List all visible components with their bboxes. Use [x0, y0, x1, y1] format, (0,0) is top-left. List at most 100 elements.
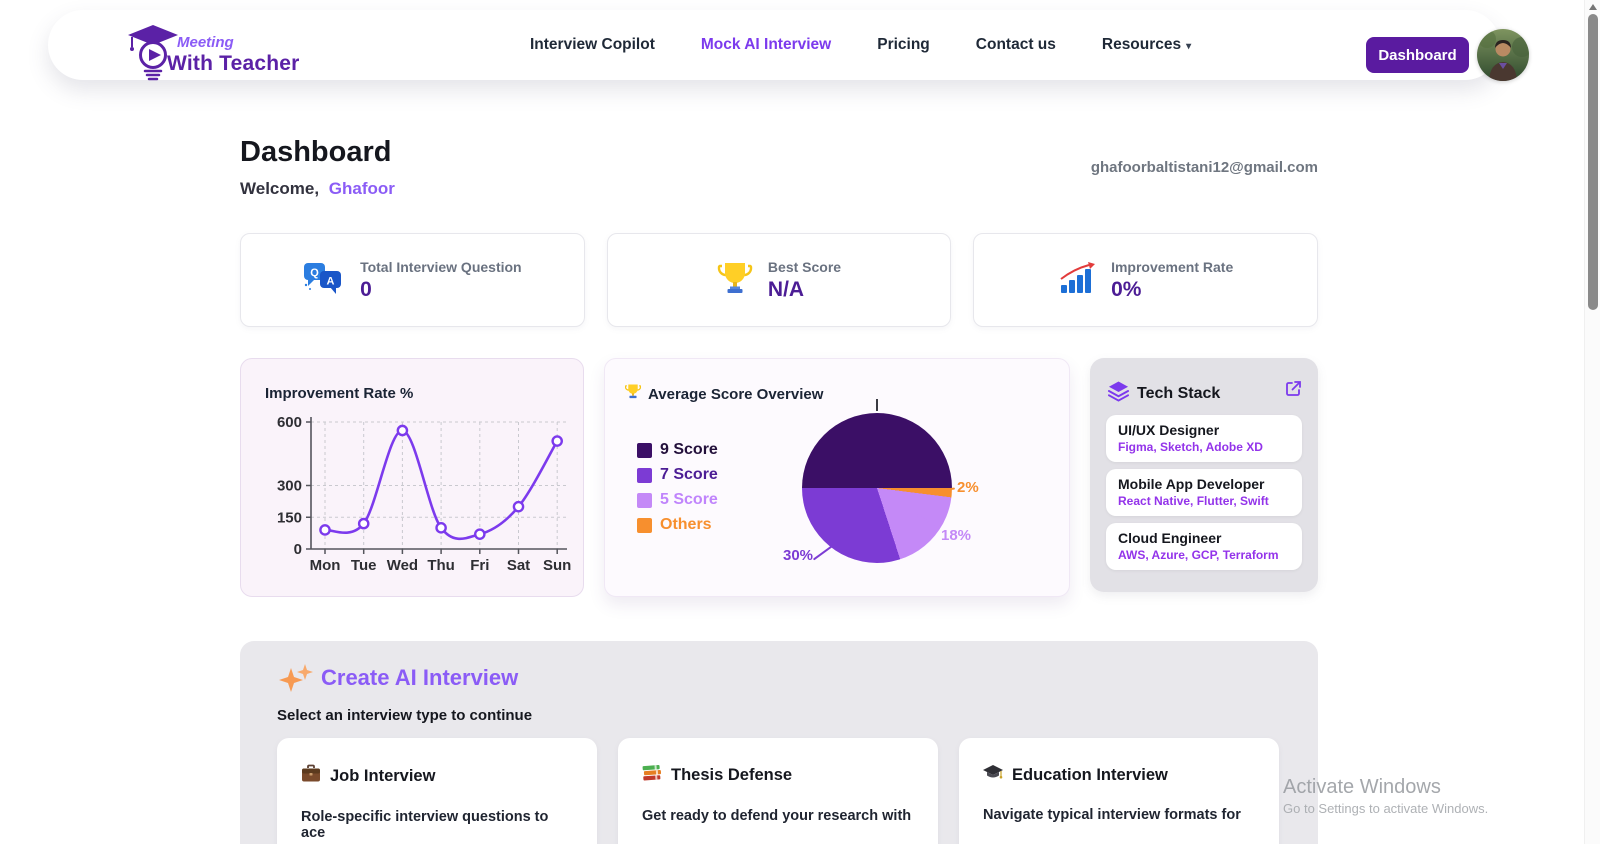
logo-word-meeting: Meeting — [177, 34, 234, 51]
create-ai-interview-subtitle: Select an interview type to continue — [277, 707, 533, 724]
legend-swatch — [637, 467, 652, 483]
trophy-icon — [717, 260, 753, 301]
tech-role: Cloud Engineer — [1118, 530, 1222, 546]
stat-label: Improvement Rate — [1111, 258, 1234, 275]
pie-label-connector — [812, 543, 836, 561]
tech-stack-title: Tech Stack — [1137, 384, 1221, 402]
svg-text:Wed: Wed — [387, 557, 418, 574]
welcome-line: Welcome, Ghafoor — [240, 179, 395, 199]
svg-text:Sun: Sun — [543, 557, 571, 574]
legend-item-9-score[interactable]: 9 Score — [637, 441, 718, 459]
interview-type-card-thesis[interactable]: Thesis Defense Get ready to defend your … — [618, 738, 938, 844]
pie-chart-title: Average Score Overview — [648, 385, 824, 403]
activate-windows-watermark: Activate Windows — [1283, 776, 1441, 798]
page-title: Dashboard — [240, 136, 392, 168]
vertical-scrollbar[interactable] — [1584, 0, 1600, 844]
growth-chart-icon — [1058, 261, 1096, 300]
scrollbar-up-arrow[interactable] — [1589, 4, 1597, 10]
external-link-icon[interactable] — [1284, 380, 1302, 403]
legend-label: 7 Score — [660, 466, 718, 483]
tech-tools: AWS, Azure, GCP, Terraform — [1118, 548, 1279, 562]
svg-text:600: 600 — [277, 414, 302, 431]
main-nav: Interview Copilot Mock AI Interview Pric… — [530, 10, 1191, 80]
interview-type-card-education[interactable]: Education Interview Navigate typical int… — [959, 738, 1279, 844]
tech-tools: Figma, Sketch, Adobe XD — [1118, 440, 1263, 454]
stat-value: 0 — [360, 277, 372, 301]
improvement-rate-line-chart-card: Improvement Rate % 0 150 300 600 Mon Tue Wed Th… — [240, 358, 584, 597]
interview-card-description: Navigate typical interview formats for — [983, 807, 1241, 823]
layers-icon — [1108, 380, 1129, 407]
nav-mock-ai-interview[interactable]: Mock AI Interview — [700, 36, 832, 53]
legend-item-7-score[interactable]: 7 Score — [637, 466, 718, 484]
interview-type-card-job[interactable]: Job Interview Role-specific interview qu… — [277, 738, 597, 844]
stats-row: Q A Total Interview Question 0 Best — [240, 233, 1319, 327]
tech-stack-card: Tech Stack UI/UX Designer Figma, Sketch,… — [1090, 358, 1318, 592]
header-bar: Meeting With Teacher Interview Copilot M… — [48, 10, 1529, 81]
user-email: ghafoorbaltistani12@gmail.com — [1090, 159, 1318, 176]
stat-card-best-score: Best Score N/A — [606, 233, 952, 327]
books-icon — [642, 764, 662, 787]
line-chart: 0 150 300 600 Mon Tue Wed Thu Fri Sat Sun — [277, 414, 571, 574]
svg-text:150: 150 — [277, 509, 302, 526]
legend-label: Others — [660, 516, 712, 533]
nav-interview-copilot[interactable]: Interview Copilot — [530, 36, 655, 53]
tech-tools: React Native, Flutter, Swift — [1118, 494, 1269, 508]
svg-text:Mon: Mon — [310, 557, 341, 574]
nav-resources[interactable]: Resources ▾ — [1101, 36, 1192, 53]
legend-swatch — [637, 442, 652, 458]
welcome-username: Ghafoor — [328, 179, 395, 198]
stat-label: Best Score — [767, 258, 842, 275]
create-ai-interview-section: Create AI Interview Select an interview … — [240, 641, 1318, 844]
legend-label: 9 Score — [660, 441, 718, 458]
legend-label: 5 Score — [660, 491, 718, 508]
tech-item-mobile-developer: Mobile App Developer React Native, Flutt… — [1106, 469, 1302, 516]
svg-text:Fri: Fri — [470, 557, 489, 574]
stat-value: N/A — [767, 277, 805, 301]
pie-legend: 9 Score 7 Score 5 Score Others — [637, 441, 718, 534]
pie-chart — [802, 413, 952, 563]
stat-card-total-questions: Q A Total Interview Question 0 — [240, 233, 585, 327]
nav-pricing[interactable]: Pricing — [877, 36, 930, 53]
svg-text:Tue: Tue — [351, 557, 377, 574]
svg-text:0: 0 — [294, 541, 302, 558]
sparkles-icon — [278, 661, 314, 702]
legend-swatch — [637, 517, 652, 533]
svg-text:Q: Q — [310, 267, 319, 279]
svg-text:A: A — [327, 275, 335, 287]
welcome-prefix: Welcome, — [240, 179, 320, 198]
line-chart-title: Improvement Rate % — [265, 385, 414, 402]
tech-item-cloud-engineer: Cloud Engineer AWS, Azure, GCP, Terrafor… — [1106, 523, 1302, 570]
legend-item-others[interactable]: Others — [637, 516, 718, 534]
pie-label-18pct: 18% — [941, 527, 972, 544]
chevron-down-icon: ▾ — [1186, 41, 1192, 52]
charts-row: Improvement Rate % 0 150 300 600 Mon Tue Wed Th… — [240, 358, 1318, 597]
legend-item-5-score[interactable]: 5 Score — [637, 491, 718, 509]
user-avatar[interactable] — [1477, 29, 1529, 81]
interview-card-description: Get ready to defend your research with — [642, 808, 912, 824]
briefcase-icon — [301, 764, 321, 788]
pie-label-2pct: 2% — [957, 479, 979, 496]
nav-contact-us[interactable]: Contact us — [975, 36, 1056, 53]
qa-chat-icon: Q A — [303, 260, 345, 301]
dashboard-button[interactable]: Dashboard — [1366, 37, 1469, 73]
logo-word-with-teacher: With Teacher — [167, 52, 300, 75]
svg-text:Sat: Sat — [507, 557, 530, 574]
tech-role: Mobile App Developer — [1118, 476, 1265, 492]
pie-top-tick — [876, 399, 878, 411]
svg-text:300: 300 — [277, 478, 302, 495]
scrollbar-thumb[interactable] — [1587, 14, 1598, 310]
stat-value: 0% — [1111, 277, 1142, 301]
stat-label: Total Interview Question — [360, 258, 522, 275]
trophy-icon — [624, 383, 642, 405]
logo-graduation-play-icon[interactable] — [126, 23, 180, 86]
interview-card-title: Thesis Defense — [671, 766, 793, 784]
graduation-cap-icon — [983, 764, 1003, 786]
interview-card-title: Job Interview — [330, 766, 436, 785]
stat-card-improvement-rate: Improvement Rate 0% — [973, 233, 1319, 327]
interview-card-title: Education Interview — [1012, 765, 1168, 784]
interview-card-description: Role-specific interview questions to ace — [301, 809, 549, 841]
legend-swatch — [637, 492, 652, 508]
tech-item-uiux-designer: UI/UX Designer Figma, Sketch, Adobe XD — [1106, 415, 1302, 462]
svg-text:Thu: Thu — [427, 557, 455, 574]
tech-role: UI/UX Designer — [1118, 422, 1220, 438]
